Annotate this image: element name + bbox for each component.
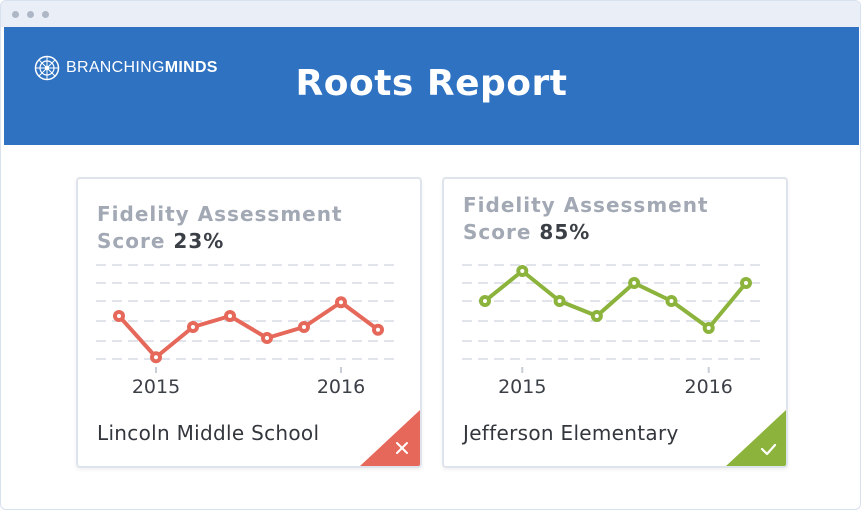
data-point-center (706, 326, 711, 330)
school-card-lincoln[interactable]: Fidelity Assessment Score 23% 2015 2016 L… (76, 177, 422, 468)
report-header: BRANCHING MINDS Roots Report (4, 27, 859, 145)
card-title-line2: Score 85% (463, 219, 709, 246)
window-maximize-dot[interactable] (42, 11, 49, 18)
score-value: 23% (173, 229, 225, 253)
data-point-center (117, 314, 121, 318)
card-title: Fidelity Assessment Score 23% (97, 201, 343, 255)
x-tick-label: 2016 (317, 376, 365, 398)
branching-minds-logo-icon (34, 55, 60, 81)
score-value: 85% (539, 220, 591, 244)
brand-name-light: BRANCHING (66, 59, 165, 76)
x-tick-label: 2015 (498, 376, 546, 398)
brand-name-bold: MINDS (164, 59, 218, 76)
brand-logo[interactable]: BRANCHING MINDS (34, 55, 218, 81)
data-point-center (265, 336, 269, 340)
data-point-center (191, 325, 195, 329)
check-icon (760, 443, 777, 456)
data-point-center (632, 281, 637, 285)
data-point-center (594, 314, 599, 318)
title-bar (1, 1, 860, 27)
school-card-jefferson[interactable]: Fidelity Assessment Score 85% 2015 2016 J… (442, 177, 788, 468)
data-point-center (483, 299, 487, 303)
data-point-center (302, 325, 306, 329)
card-title-line2: Score 23% (97, 228, 343, 255)
data-point-center (154, 355, 158, 360)
status-badge-pass (726, 410, 786, 466)
card-title-line1: Fidelity Assessment (463, 193, 709, 217)
score-label: Score (463, 220, 532, 244)
window-close-dot[interactable] (12, 11, 19, 18)
score-chart: 2015 2016 (96, 264, 398, 398)
data-point-center (520, 269, 525, 273)
data-point-center (744, 281, 748, 285)
data-point-center (376, 327, 380, 332)
series-line (483, 269, 748, 330)
x-icon (396, 442, 408, 454)
score-chart: 2015 2016 (462, 264, 764, 398)
card-title-line1: Fidelity Assessment (97, 202, 343, 226)
page-title: Roots Report (295, 63, 568, 104)
school-name: Jefferson Elementary (463, 421, 679, 445)
x-tick-label: 2015 (132, 376, 180, 398)
data-point-center (669, 299, 674, 303)
series-line (117, 300, 380, 360)
window-minimize-dot[interactable] (27, 11, 34, 18)
x-tick-label: 2016 (685, 376, 733, 398)
data-point-center (557, 299, 562, 303)
card-title: Fidelity Assessment Score 85% (463, 192, 709, 246)
status-badge-fail (360, 410, 420, 466)
school-name: Lincoln Middle School (97, 421, 320, 445)
data-point-center (228, 314, 232, 318)
score-label: Score (97, 229, 166, 253)
data-point-center (339, 300, 343, 305)
